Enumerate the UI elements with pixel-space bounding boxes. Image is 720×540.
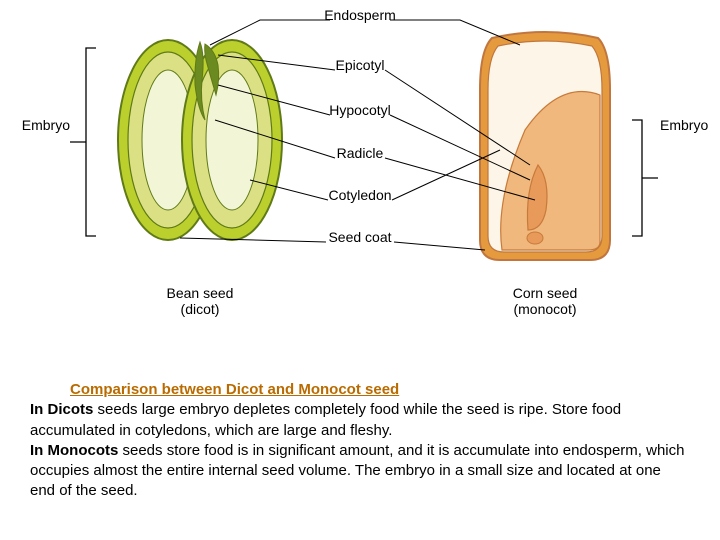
svg-text:Epicotyl: Epicotyl [335, 57, 384, 73]
svg-text:Embryo: Embryo [22, 117, 70, 133]
bean-caption-l1: Bean seed [160, 285, 240, 301]
svg-text:Radicle: Radicle [337, 145, 384, 161]
svg-text:Endosperm: Endosperm [324, 7, 396, 23]
svg-text:Embryo: Embryo [660, 117, 708, 133]
svg-text:Seed coat: Seed coat [328, 229, 391, 245]
bean-caption: Bean seed (dicot) [160, 285, 240, 317]
svg-text:Cotyledon: Cotyledon [328, 187, 391, 203]
corn-caption: Corn seed (monocot) [505, 285, 585, 317]
monocot-text: seeds store food is in significant amoun… [30, 442, 684, 500]
dicot-text: seeds large embryo depletes completely f… [30, 401, 621, 438]
heading: Comparison between Dicot and Monocot see… [70, 380, 690, 400]
monocot-bold: In Monocots [30, 442, 118, 459]
corn-caption-l1: Corn seed [505, 285, 585, 301]
dicot-bold: In Dicots [30, 401, 93, 418]
comparison-text: Comparison between Dicot and Monocot see… [30, 380, 690, 502]
diagram-svg: Endosperm Epicotyl Hypocotyl Radicle Cotyled… [0, 0, 720, 350]
seed-diagram: Endosperm Epicotyl Hypocotyl Radicle Cotyled… [0, 0, 720, 350]
corn-caption-l2: (monocot) [505, 301, 585, 317]
bean-caption-l2: (dicot) [160, 301, 240, 317]
svg-text:Hypocotyl: Hypocotyl [329, 102, 390, 118]
